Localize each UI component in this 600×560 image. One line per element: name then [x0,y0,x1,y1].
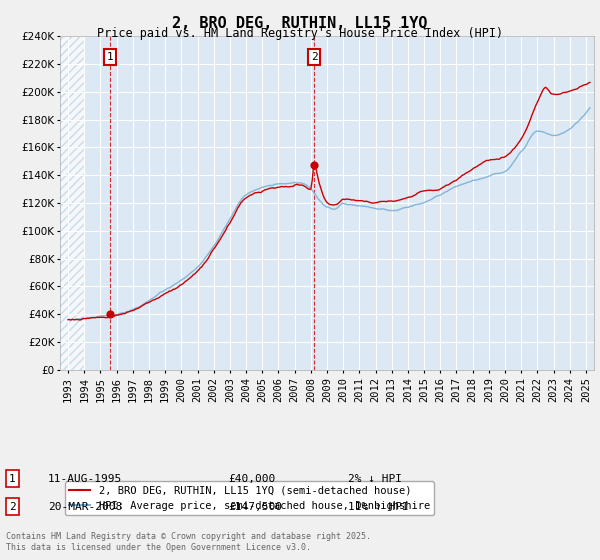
Text: £40,000: £40,000 [228,474,275,484]
Text: 2: 2 [311,52,317,62]
Text: 1: 1 [9,474,16,484]
Text: 11-AUG-1995: 11-AUG-1995 [48,474,122,484]
Text: 20-MAR-2008: 20-MAR-2008 [48,502,122,512]
Point [310,160,319,169]
Legend: 2, BRO DEG, RUTHIN, LL15 1YQ (semi-detached house), HPI: Average price, semi-det: 2, BRO DEG, RUTHIN, LL15 1YQ (semi-detac… [65,482,434,515]
Text: 2% ↓ HPI: 2% ↓ HPI [348,474,402,484]
Text: Contains HM Land Registry data © Crown copyright and database right 2025.
This d: Contains HM Land Registry data © Crown c… [6,532,371,552]
Text: 2, BRO DEG, RUTHIN, LL15 1YQ: 2, BRO DEG, RUTHIN, LL15 1YQ [172,16,428,31]
Point [106,310,115,319]
Text: £147,500: £147,500 [228,502,282,512]
Text: 1: 1 [107,52,113,62]
Text: 11% ↑ HPI: 11% ↑ HPI [348,502,409,512]
Text: 2: 2 [9,502,16,512]
Text: Price paid vs. HM Land Registry's House Price Index (HPI): Price paid vs. HM Land Registry's House … [97,27,503,40]
